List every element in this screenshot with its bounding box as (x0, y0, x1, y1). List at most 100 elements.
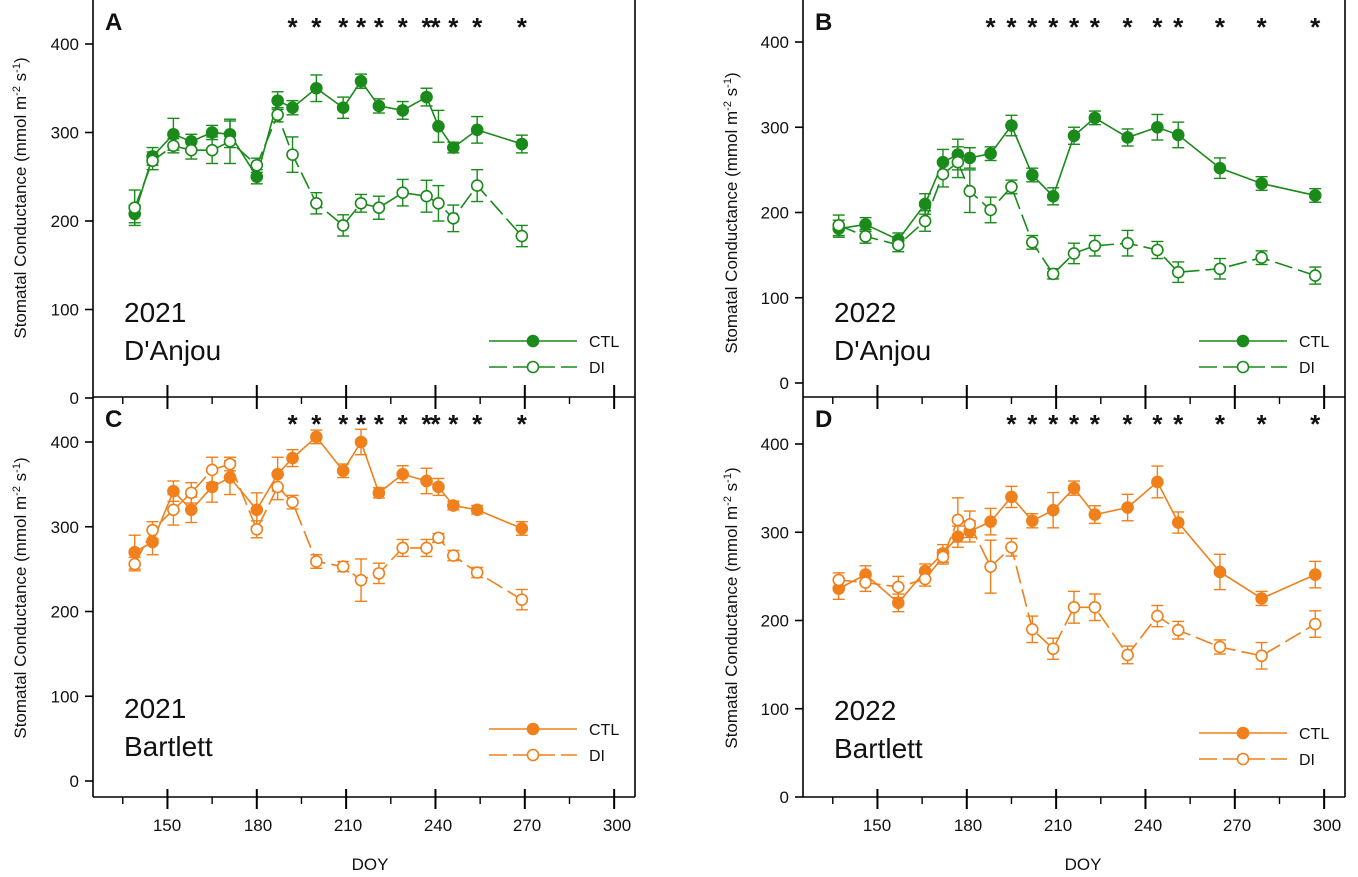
legend-label: DI (1299, 360, 1315, 377)
data-point-ctl (372, 486, 386, 500)
significance-star: * (1048, 12, 1059, 42)
significance-star: * (1027, 409, 1038, 439)
data-point-di (515, 593, 529, 606)
data-point-di (1171, 623, 1185, 637)
y-tick-label: 200 (51, 212, 79, 231)
y-tick-label: 200 (51, 603, 79, 622)
data-point-di (951, 155, 965, 169)
significance-star: * (1006, 12, 1017, 42)
data-point-ctl (1121, 501, 1134, 514)
y-tick-label: 200 (761, 612, 789, 631)
y-axis-title-top-right: Stomatal Conductance (mmol m-2 s-1) (722, 72, 741, 353)
data-point-ctl (1026, 168, 1039, 182)
data-point-di (372, 201, 386, 215)
data-point-di (891, 580, 905, 594)
y-tick-label: 400 (761, 435, 789, 454)
data-point-ctl (310, 430, 323, 444)
x-tick-label: 210 (1044, 816, 1072, 835)
legend-marker (1236, 334, 1250, 348)
significance-star: * (1048, 409, 1059, 439)
data-point-di (432, 197, 445, 210)
data-point-di (963, 184, 977, 198)
data-point-di (250, 522, 264, 536)
data-point-di (184, 486, 198, 500)
series-line-di (133, 463, 523, 601)
data-point-di (1088, 239, 1102, 253)
panel-d: 0 100 200 300 400 * * * * * * * * * * * D 2022 Bartlett CTL… (761, 397, 1346, 809)
x-tick-label: 300 (1313, 816, 1341, 835)
legend-marker (526, 360, 540, 374)
data-point-di (146, 523, 159, 537)
data-point-di (1213, 640, 1227, 654)
data-point-di (470, 566, 484, 579)
data-point-ctl (515, 137, 529, 151)
x-axis-title-left: DOY (352, 855, 389, 874)
data-point-di (420, 189, 433, 203)
data-point-di (271, 108, 284, 122)
legend-marker (526, 334, 540, 348)
x-tick-label: 270 (1223, 816, 1251, 835)
significance-star: * (1310, 12, 1321, 42)
panel-letter: D (815, 406, 832, 433)
significance-star: * (986, 12, 997, 42)
y-tick-label: 400 (51, 35, 79, 54)
data-point-di (354, 573, 368, 587)
data-point-ctl (1151, 475, 1164, 489)
significance-star: * (472, 12, 483, 42)
legend-label: CTL (1299, 334, 1329, 351)
data-point-di (936, 167, 950, 181)
y-tick-label: 400 (761, 33, 789, 52)
legend-marker (1236, 726, 1250, 740)
significance-star: * (287, 409, 298, 439)
data-point-di (1151, 609, 1164, 623)
significance-star: * (1257, 12, 1268, 42)
data-point-di (1005, 180, 1018, 194)
data-point-ctl (310, 81, 323, 95)
panel-annotation: Bartlett (124, 731, 213, 762)
significance-star: * (1257, 409, 1268, 439)
data-point-di (1005, 540, 1018, 554)
series-line-di (133, 112, 523, 237)
legend-label: DI (589, 748, 605, 765)
x-tick-label: 180 (954, 816, 982, 835)
data-point-ctl (1046, 190, 1060, 203)
data-point-di (336, 219, 350, 232)
y-tick-label: 300 (761, 118, 789, 137)
data-point-di (1067, 247, 1081, 260)
data-point-di (984, 203, 997, 217)
significance-star: * (1123, 12, 1134, 42)
significance-star: * (1090, 12, 1101, 42)
significance-star: * (421, 12, 432, 42)
significance-star: * (1173, 409, 1184, 439)
data-point-di (1046, 642, 1060, 656)
significance-star: * (1152, 12, 1163, 42)
significance-star: * (356, 12, 367, 42)
data-point-di (963, 518, 977, 531)
significance-star: * (517, 409, 528, 439)
data-point-ctl (447, 141, 460, 154)
significance-star: * (430, 409, 441, 439)
data-point-di (396, 186, 410, 199)
legend-label: CTL (1299, 726, 1329, 743)
data-point-ctl (1151, 120, 1164, 134)
data-point-di (310, 197, 323, 210)
data-point-ctl (984, 515, 997, 528)
data-point-di (205, 463, 219, 477)
data-point-ctl (891, 596, 905, 610)
data-point-ctl (396, 467, 410, 481)
x-tick-label: 240 (1134, 816, 1162, 835)
data-point-di (515, 229, 529, 243)
data-point-di (420, 541, 433, 555)
significance-star: * (398, 12, 409, 42)
data-point-di (354, 197, 368, 210)
data-point-di (1308, 617, 1322, 631)
data-point-di (984, 560, 997, 573)
x-tick-label: 150 (153, 816, 181, 835)
y-tick-label: 300 (51, 518, 79, 537)
data-point-ctl (1121, 131, 1134, 144)
x-tick-label: 240 (424, 816, 452, 835)
data-point-ctl (515, 522, 529, 535)
data-point-di (859, 230, 872, 243)
